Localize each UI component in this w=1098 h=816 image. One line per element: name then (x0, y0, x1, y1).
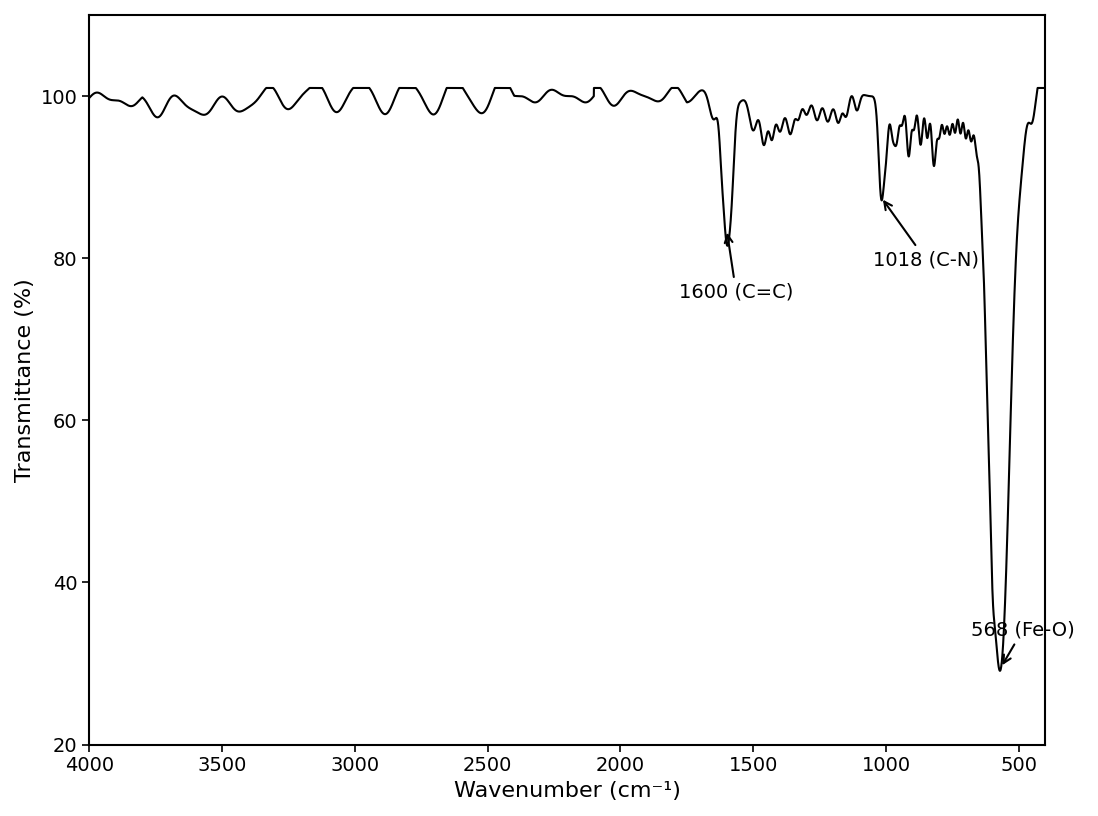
Text: 1018 (C-N): 1018 (C-N) (873, 202, 978, 269)
Y-axis label: Transmittance (%): Transmittance (%) (15, 278, 35, 481)
Text: 1600 (C=C): 1600 (C=C) (679, 235, 793, 302)
Text: 568 (Fe-O): 568 (Fe-O) (971, 620, 1075, 663)
X-axis label: Wavenumber (cm⁻¹): Wavenumber (cm⁻¹) (453, 781, 681, 801)
